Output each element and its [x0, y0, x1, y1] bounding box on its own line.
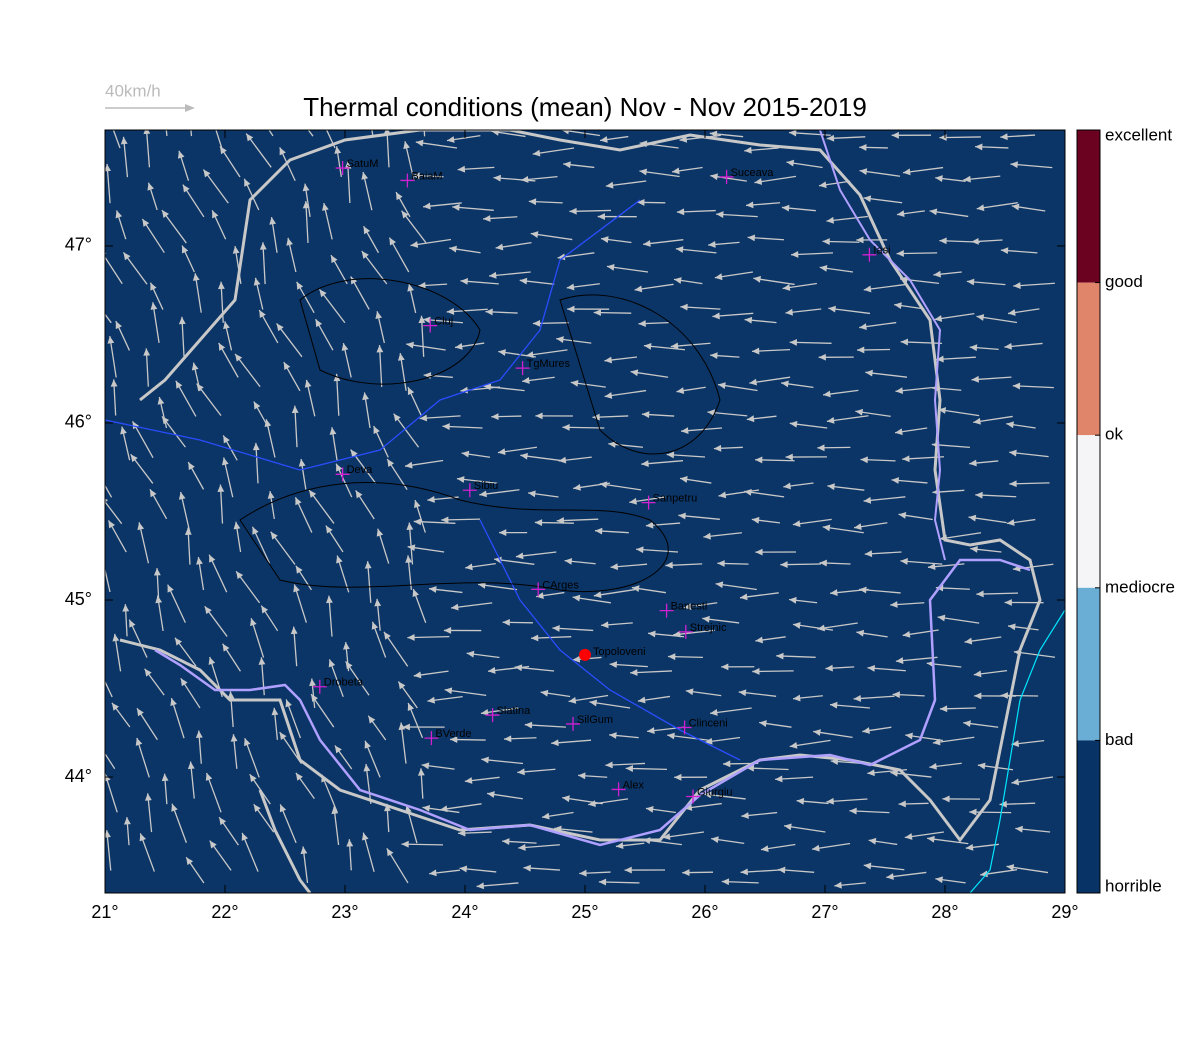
station-label: Banesti [671, 601, 708, 613]
colorbar-label: good [1105, 272, 1143, 291]
station-label: Giurgiu [697, 786, 732, 798]
wind-arrowhead [110, 122, 116, 130]
x-tick-label: 26° [691, 902, 718, 922]
wind-arrowhead [89, 292, 96, 300]
station-label: Suceava [731, 167, 775, 179]
colorbar-band [1077, 588, 1100, 741]
wind-arrowhead [91, 461, 98, 469]
station-label: Drobeta [324, 677, 364, 689]
x-tick-label: 22° [211, 902, 238, 922]
wind-arrowhead [160, 97, 167, 105]
station-label: Sibiu [474, 480, 498, 492]
station-label: Iasi [873, 245, 890, 257]
station-label: CArges [542, 579, 579, 591]
station-label: Strejnic [690, 622, 727, 634]
colorbar-label: bad [1105, 730, 1133, 749]
station-label: Cluj [434, 316, 453, 328]
y-tick-label: 46° [65, 412, 92, 432]
wind-scale-label: 40km/h [105, 81, 161, 100]
wind-arrowhead [185, 95, 192, 102]
colorbar-label: ok [1105, 425, 1123, 444]
x-tick-label: 25° [571, 902, 598, 922]
map-title: Thermal conditions (mean) Nov - Nov 2015… [303, 92, 867, 122]
station-label: Alex [623, 779, 645, 791]
colorbar-label: excellent [1105, 125, 1172, 144]
x-tick-label: 23° [331, 902, 358, 922]
station-label: Sanpetru [653, 493, 698, 505]
station-label: Clinceni [689, 717, 728, 729]
x-tick-label: 21° [91, 902, 118, 922]
wind-scale-arrowhead [185, 104, 195, 112]
colorbar-label: horrible [1105, 876, 1162, 895]
colorbar-band [1077, 435, 1100, 588]
colorbar-label: mediocre [1105, 577, 1175, 596]
wind-arrowhead [93, 736, 100, 744]
wind-arrowhead [288, 103, 295, 111]
station-label: Slatina [497, 705, 532, 717]
y-tick-label: 45° [65, 589, 92, 609]
station-label: SilGum [577, 714, 613, 726]
x-tick-label: 24° [451, 902, 478, 922]
station-label: BaiaM [411, 170, 442, 182]
site-marker [579, 649, 591, 661]
wind-arrowhead [95, 660, 101, 668]
station-label: SatuM [347, 158, 379, 170]
colorbar-band [1077, 283, 1100, 436]
x-tick-label: 27° [811, 902, 838, 922]
y-tick-label: 44° [65, 766, 92, 786]
wind-arrowhead [210, 116, 217, 124]
site-label: Topoloveni [593, 646, 646, 658]
colorbar-band [1077, 740, 1100, 893]
station-label: TgMures [527, 358, 571, 370]
wind-arrowhead [254, 107, 261, 115]
station-label: BVerde [435, 728, 471, 740]
x-tick-label: 28° [931, 902, 958, 922]
station-label: Deva [347, 464, 374, 476]
x-tick-label: 29° [1051, 902, 1078, 922]
y-tick-label: 47° [65, 235, 92, 255]
colorbar-band [1077, 130, 1100, 283]
colorbar: excellent good ok mediocre bad horrible [1077, 125, 1175, 895]
